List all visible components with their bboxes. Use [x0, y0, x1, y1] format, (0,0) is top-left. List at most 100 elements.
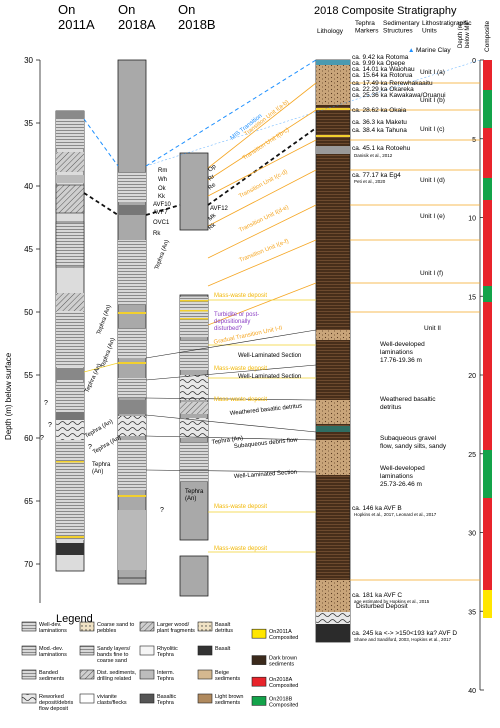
tephra-marker-label: ca. 181 ka AVF C [352, 592, 402, 599]
transition-ef-label: Transition Unit I(e-f) [239, 239, 290, 264]
unit-ic: Unit I (c) [420, 126, 445, 133]
legend-swatch [79, 669, 95, 680]
tephra-an-9: Tephra (An) [211, 436, 243, 446]
tephra-marker-label: ca. 17.49 ka Rerewhakaaitu [352, 80, 433, 87]
tephra-marker-label: age estimated by Hopkins et al., 2015 [354, 599, 430, 604]
legend-swatch [139, 669, 155, 680]
right-axis-tick-label: 30 [468, 531, 476, 538]
tephra-an-4: Tephra (An) [84, 363, 103, 394]
question-marks: ? ? ? ? ? [40, 400, 164, 514]
tephra-marker-label: ca. 38.4 ka Tahuna [352, 127, 407, 134]
label-ok: Ok [158, 186, 167, 192]
left-axis-tick-label: 70 [24, 560, 33, 569]
legend-swatch [21, 693, 37, 704]
left-axis-tick-label: 30 [24, 56, 33, 65]
mass-waste-3-label: Mass-waste deposit [214, 397, 267, 403]
core-2018a-labels: Rm Wh Ok Kk AVF10 AVF7 OVC1 Rk [153, 168, 172, 237]
label-kk: Kk [158, 194, 166, 200]
right-axis-tick-label: 20 [468, 373, 476, 380]
legend-swatch [139, 645, 155, 656]
header-tephra-markers: Tephra Markers [355, 20, 379, 35]
transition-de-label: Transition Unit I(d-e) [238, 205, 290, 234]
core-2011a [55, 110, 85, 572]
tephra-marker-label: ca. 15.64 ka Rotorua [352, 72, 413, 79]
tephra-marker-label: Peti et al., 2020 [354, 179, 386, 184]
legend-item-label: Banded sediments [39, 670, 64, 682]
header-depth-mlmf: Depth (m)below MIf* [458, 19, 471, 48]
tephra-marker-label: Danisik et al., 2012 [354, 153, 393, 158]
legend-swatch [197, 669, 213, 680]
label-op: Op [207, 163, 217, 173]
legend-item-label: Beige sediments [215, 670, 240, 682]
tephra-marker-label: ca. 14.01 ka Waiohau [352, 66, 415, 73]
legend-item-label: Rhyolitic Tephra [157, 646, 178, 658]
qmark-3: ? [40, 435, 44, 442]
legend-item-label: vivianite clasts/flecks [97, 694, 127, 706]
transition-cd-label: Transition Unit I(c-d) [238, 169, 289, 200]
legend-swatch [197, 693, 213, 704]
correlation-labels: MIS Transition Transition Unit I(a-b) Tr… [213, 99, 302, 552]
unit-ie: Unit I (e) [420, 213, 445, 220]
tephra-marker-label: ca. 25.36 ka Kawakawa/Oruanui [352, 92, 446, 99]
mass-waste-top-label: Mass-waste deposit [214, 293, 267, 299]
legend-swatch [21, 669, 37, 680]
tephra-marker-label: ca. 36.3 ka Maketu [352, 119, 407, 126]
tephra-an-5: Tephra (An) [84, 419, 114, 440]
legend-item-label: Coarse sand to pebbles [97, 622, 134, 634]
tephra-an-2: Tephra (An) [96, 304, 112, 336]
mass-waste-4-label: Mass-waste deposit [214, 504, 267, 510]
label-rk-b: Rk [207, 222, 217, 232]
tephra-an-1: Tephra (An) [154, 239, 170, 271]
sed-well-dev-1: Well-developed laminations 17.76-19.36 m [380, 341, 425, 364]
left-axis-label: Depth (m) below surface [4, 352, 13, 440]
left-depth-axis: 3035404550556065707580 [24, 56, 41, 695]
qmark-4: ? [88, 444, 92, 451]
label-ovc1: OVC1 [153, 220, 170, 226]
right-axis-tick-label: 35 [468, 609, 476, 616]
header-lithology: Lithology [317, 28, 344, 35]
left-axis-tick-label: 45 [24, 245, 33, 254]
tephra-marker-label: ca. 146 ka AVF B [352, 505, 402, 512]
label-mk: Mk [207, 212, 218, 222]
tephra-marker-label: Shane and Sandiford, 2003, Hopkins et al… [354, 637, 452, 642]
tephra-marker-label: ca. 45.1 ka Rotoehu [352, 145, 411, 152]
left-axis-tick-label: 50 [24, 308, 33, 317]
mass-waste-5-label: Mass-waste deposit [214, 546, 267, 552]
legend-item-label: Larger wood/plant fragments [157, 622, 195, 634]
header-core-2018a: On 2018A [118, 2, 156, 32]
core-2018a [117, 59, 147, 585]
legend-swatch [21, 645, 37, 656]
legend-item-label: Dist. sediments, drilling related [97, 670, 137, 682]
legend-item-label: On2011A Composited [269, 629, 298, 641]
mass-waste-2-label: Mass-waste deposit [214, 366, 267, 372]
unit-ib: Unit I (b) [420, 97, 445, 104]
label-rr: Rr [207, 174, 216, 183]
right-axis-tick-label: 40 [468, 688, 476, 695]
weathered-label: Weathered basaltic detritus [230, 403, 303, 417]
turbidite-label: Turbidite or post-depositionally disturbe… [214, 312, 259, 332]
tephra-marker-label: ca. 245 ka <-> >150<193 ka? AVF D [352, 630, 457, 637]
tephra-marker-label: Hopkins et al., 2017, Leonard et al., 20… [354, 512, 437, 517]
right-axis-tick-label: 0 [472, 58, 476, 65]
legend-item-label: Light brown sediments [215, 694, 243, 706]
tephra-an-8: Tephra (An) [185, 489, 204, 502]
legend-item-label: Dark brown sediments [269, 656, 297, 668]
label-avf12: AVF12 [210, 206, 229, 212]
left-axis-tick-label: 65 [24, 497, 33, 506]
legend-item-label: Basalt detritus [215, 622, 233, 634]
well-lam-3-label: Well-Laminated Section [234, 470, 298, 480]
unit-if: Unit I (f) [420, 270, 443, 277]
tephra-marker-label: ca. 9.42 ka Rotoma [352, 54, 409, 61]
header-composite: Composite [484, 21, 491, 52]
unit-ia: Unit I (a) [420, 69, 445, 76]
right-axis-tick-label: 25 [468, 452, 476, 459]
legend-item-label: Interm. Tephra [157, 670, 175, 682]
sed-weathered: Weathered basaltic detritus [380, 396, 436, 411]
legend-swatch [251, 628, 267, 639]
header-lithostratigraphic-units: Lithostratigraphic Units [422, 20, 472, 35]
right-axis-tick-label: 10 [468, 216, 476, 223]
unit-ii: Unit II [424, 325, 441, 332]
legend-swatch [21, 621, 37, 632]
